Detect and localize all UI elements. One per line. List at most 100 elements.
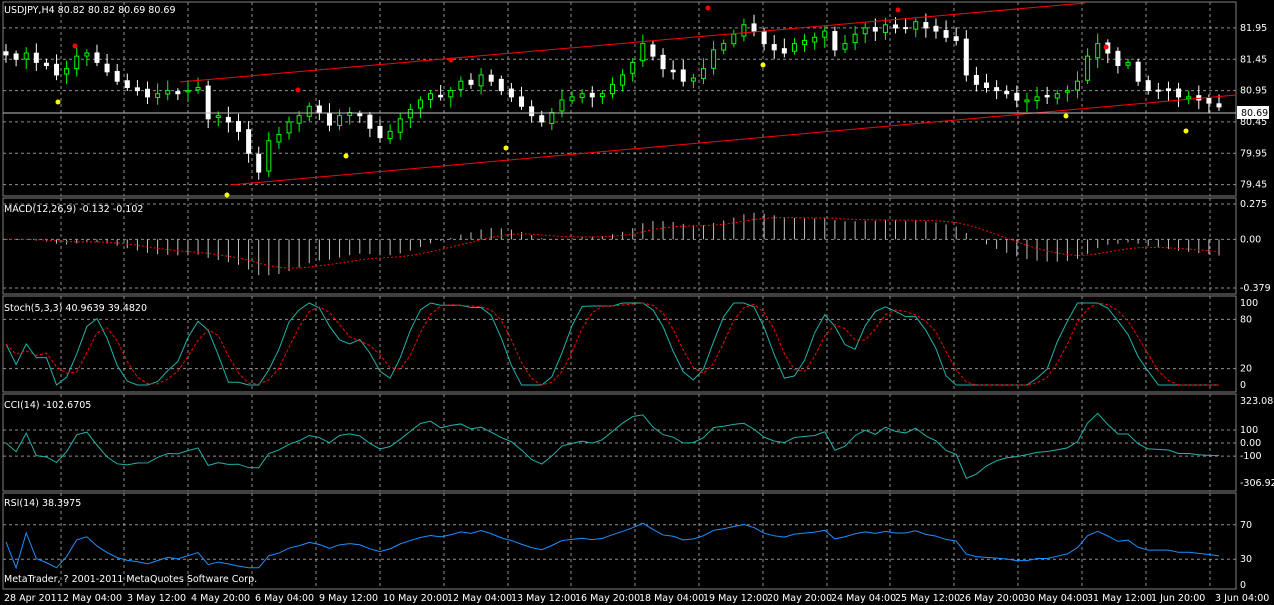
candle-body bbox=[468, 79, 474, 85]
candle-body bbox=[1216, 103, 1222, 108]
fractal-up-marker bbox=[448, 57, 454, 63]
candle-body bbox=[84, 52, 90, 57]
candle-body bbox=[721, 43, 727, 51]
candle-body bbox=[963, 38, 969, 76]
candle-body bbox=[973, 74, 979, 85]
candle-body bbox=[145, 88, 151, 98]
candle-body bbox=[185, 90, 191, 93]
candle-body bbox=[1206, 97, 1212, 104]
fractal-down-marker bbox=[1183, 128, 1189, 134]
candle-body bbox=[246, 129, 252, 154]
candle-body bbox=[74, 55, 80, 70]
candle-body bbox=[1014, 92, 1020, 101]
candle-body bbox=[589, 92, 595, 98]
candle-body bbox=[852, 33, 858, 44]
copyright-text: MetaTrader, ? 2001-2011 MetaQuotes Softw… bbox=[4, 574, 257, 585]
fractal-up-marker bbox=[1103, 44, 1109, 50]
x-tick-label: 20 May 20:00 bbox=[767, 593, 832, 604]
candle-body bbox=[832, 31, 838, 51]
stoch-pane[interactable] bbox=[5, 302, 1219, 386]
candle-body bbox=[3, 51, 9, 56]
candle-body bbox=[549, 112, 555, 125]
x-tick-label: 28 Apr 2011 bbox=[4, 593, 63, 604]
x-tick-label: 26 May 20:00 bbox=[959, 593, 1024, 604]
price-pane[interactable]: 80.69 bbox=[3, 2, 1269, 198]
x-tick-label: 19 May 12:00 bbox=[703, 593, 768, 604]
candle-body bbox=[1064, 90, 1070, 93]
candle-body bbox=[984, 82, 990, 88]
candle-body bbox=[215, 115, 221, 118]
candle-body bbox=[519, 96, 525, 107]
candle-body bbox=[731, 33, 737, 45]
candle-body bbox=[913, 21, 919, 30]
candle-body bbox=[1176, 88, 1182, 98]
candle-body bbox=[569, 96, 575, 102]
cci-tick-label: 100 bbox=[1240, 425, 1258, 436]
fractal-up-marker bbox=[895, 7, 901, 13]
candle-body bbox=[478, 74, 484, 87]
macd-pane[interactable] bbox=[5, 212, 1220, 276]
candle-body bbox=[1186, 96, 1192, 100]
x-tick-label: 31 May 12:00 bbox=[1087, 593, 1152, 604]
candle-body bbox=[205, 85, 211, 120]
candle-body bbox=[1135, 61, 1141, 82]
candle-body bbox=[1044, 94, 1050, 98]
candle-body bbox=[1095, 43, 1101, 59]
x-tick-label: 30 May 04:00 bbox=[1023, 593, 1088, 604]
candle-body bbox=[529, 106, 535, 117]
cci-tick-label: 323.086 bbox=[1240, 396, 1274, 407]
pane-frame bbox=[2, 295, 1237, 393]
stoch-signal-line bbox=[5, 302, 1219, 386]
candle-body bbox=[54, 63, 60, 76]
candle-body bbox=[458, 80, 464, 90]
rsi-pane[interactable] bbox=[5, 522, 1220, 570]
candle-body bbox=[256, 153, 262, 173]
candle-body bbox=[599, 93, 605, 98]
candle-body bbox=[1074, 80, 1080, 91]
candle-body bbox=[650, 44, 656, 57]
price-tick-label: 80.95 bbox=[1240, 86, 1267, 97]
candle-body bbox=[155, 93, 161, 98]
candle-body bbox=[1115, 50, 1121, 67]
candle-body bbox=[266, 140, 272, 172]
candle-body bbox=[13, 53, 19, 60]
fractal-up-marker bbox=[72, 43, 78, 49]
candle-body bbox=[862, 27, 868, 35]
x-tick-label: 18 May 04:00 bbox=[639, 593, 704, 604]
candle-body bbox=[1165, 88, 1171, 92]
candle-body bbox=[842, 43, 848, 50]
fractal-up-marker bbox=[705, 5, 711, 11]
pane-frames bbox=[2, 1, 1237, 590]
cci-tick-label: -100 bbox=[1240, 451, 1262, 462]
current-price-tag bbox=[1237, 106, 1269, 119]
candle-body bbox=[1034, 96, 1040, 102]
candle-body bbox=[802, 39, 808, 45]
candle-body bbox=[872, 27, 878, 32]
cci-tick-label: -306.925 bbox=[1240, 478, 1274, 489]
candle-body bbox=[903, 27, 909, 30]
candle-body bbox=[367, 114, 373, 129]
candle-body bbox=[23, 52, 29, 60]
pane-frame bbox=[2, 197, 1237, 295]
symbol-header: USDJPY,H4 80.82 80.82 80.69 80.69 bbox=[4, 5, 176, 16]
price-tick-label: 80.45 bbox=[1240, 117, 1267, 128]
candle-body bbox=[933, 25, 939, 32]
candle-body bbox=[377, 125, 383, 139]
stoch-title: Stoch(5,3,3) 40.9639 39.4820 bbox=[4, 303, 147, 314]
candle-body bbox=[781, 48, 787, 54]
cci-tick-label: 0.00 bbox=[1240, 438, 1261, 449]
cci-line bbox=[5, 412, 1220, 480]
macd-tick-label: 0.00 bbox=[1240, 234, 1261, 245]
candle-body bbox=[296, 115, 302, 124]
candle-body bbox=[175, 91, 181, 95]
fractal-down-marker bbox=[55, 99, 61, 105]
candle-body bbox=[539, 115, 545, 123]
candle-body bbox=[994, 87, 1000, 92]
candle-body bbox=[134, 87, 140, 92]
candle-body bbox=[508, 88, 514, 98]
cci-pane[interactable] bbox=[5, 412, 1220, 480]
channel-upper-line bbox=[179, 2, 1086, 83]
price-tick-label: 81.45 bbox=[1240, 54, 1267, 65]
candle-body bbox=[114, 70, 120, 82]
